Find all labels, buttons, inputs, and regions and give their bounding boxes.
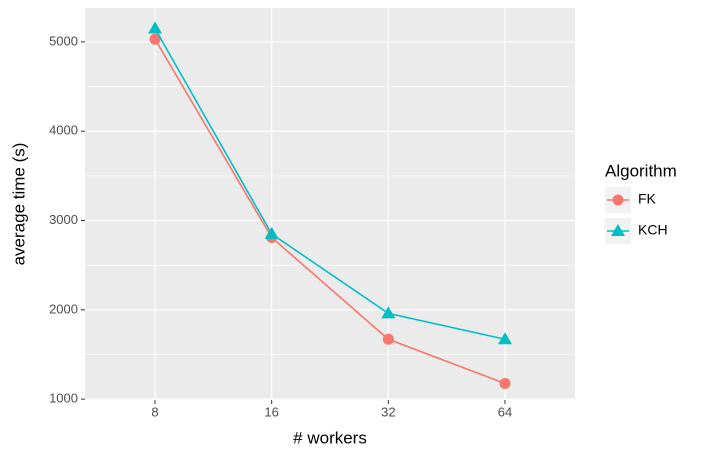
legend-label: FK — [638, 191, 657, 207]
point — [381, 306, 396, 319]
panel — [85, 8, 575, 400]
point — [499, 377, 511, 389]
x-tick-label: 32 — [381, 404, 395, 419]
point — [382, 333, 394, 345]
point — [612, 194, 624, 206]
point — [498, 332, 512, 345]
x-tick-label: 8 — [151, 404, 158, 419]
point — [264, 226, 279, 239]
legend-label: KCH — [638, 222, 668, 238]
y-tick-label: 5000 — [49, 33, 78, 48]
point — [611, 224, 625, 236]
point — [148, 21, 162, 34]
legend-title: Algorithm — [605, 161, 677, 180]
y-tick-label: 2000 — [49, 301, 78, 316]
x-tick-label: 16 — [264, 404, 278, 419]
point — [149, 33, 161, 45]
series-line — [154, 28, 506, 341]
y-tick-label: 1000 — [49, 391, 78, 406]
y-axis-title: average time (s) — [9, 143, 28, 266]
x-tick-label: 64 — [498, 404, 512, 419]
y-tick-label: 3000 — [49, 212, 78, 227]
series-line — [154, 38, 506, 385]
y-tick-label: 4000 — [49, 123, 78, 138]
x-axis-title: # workers — [293, 428, 367, 447]
